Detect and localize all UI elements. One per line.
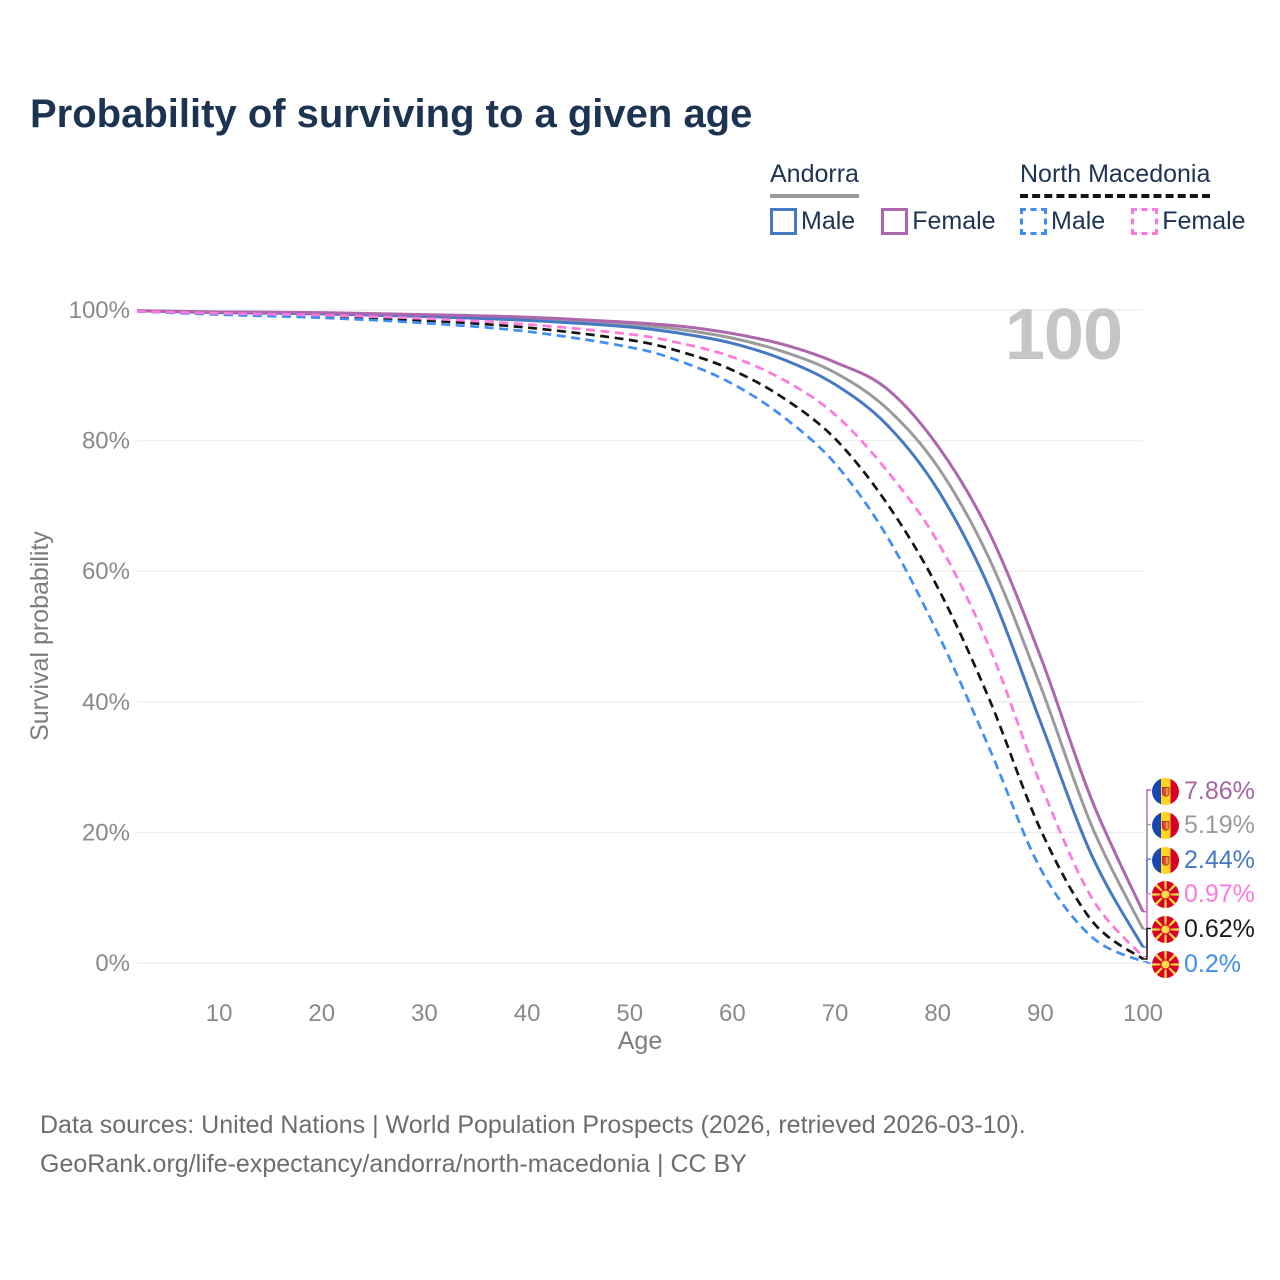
footer-url-line: GeoRank.org/life-expectancy/andorra/nort… (40, 1150, 747, 1178)
x-tick-label: 50 (616, 1000, 643, 1027)
legend-item-label: Male (801, 207, 856, 235)
y-tick-label: 100% (69, 297, 130, 324)
x-axis-title: Age (618, 1027, 662, 1055)
x-tick-label: 100 (1123, 1000, 1163, 1027)
y-tick-label: 40% (82, 689, 130, 716)
series-line-north-macedonia-both-sexes[interactable] (136, 309, 1144, 961)
legend-group-andorra: Andorra Male Female (770, 160, 996, 236)
series-line-andorra-female[interactable] (136, 309, 1145, 913)
gridlines (137, 309, 1143, 964)
series-line-andorra-male[interactable] (136, 309, 1145, 948)
legend-group-title-andorra: Andorra (770, 160, 859, 198)
legend-group-title-north-macedonia: North Macedonia (1020, 160, 1211, 198)
legend-item-andorra-female[interactable]: Female (881, 207, 996, 236)
x-tick-label: 20 (308, 1000, 335, 1027)
x-tick-label: 60 (719, 1000, 746, 1027)
x-tick-label: 70 (822, 1000, 849, 1027)
end-label-leader-lines (1143, 789, 1151, 964)
y-tick-label: 60% (82, 558, 130, 585)
leader-line (1143, 893, 1151, 958)
legend-swatch-andorra-male-icon (770, 208, 797, 235)
series-line-north-macedonia-female[interactable] (136, 309, 1145, 958)
legend-swatch-north-macedonia-female-icon (1131, 208, 1159, 235)
x-tick-label: 30 (411, 1000, 438, 1027)
series-line-north-macedonia-male[interactable] (136, 309, 1144, 963)
footer-source-line: Data sources: United Nations | World Pop… (40, 1111, 1026, 1139)
legend-item-north-macedonia-female[interactable]: Female (1131, 207, 1246, 236)
x-tick-label: 10 (206, 1000, 233, 1027)
hover-age-watermark: 100 (1004, 295, 1123, 375)
series-line-andorra-both-sexes[interactable] (136, 309, 1145, 930)
y-tick-label: 20% (82, 819, 130, 846)
legend-item-label: Female (1162, 207, 1246, 235)
x-tick-label: 80 (924, 1000, 951, 1027)
legend-item-label: Female (912, 207, 996, 235)
legend-item-north-macedonia-male[interactable]: Male (1020, 207, 1105, 236)
leader-line (1143, 961, 1151, 964)
y-tick-label: 0% (95, 950, 130, 977)
x-tick-label: 90 (1027, 1000, 1054, 1027)
chart-title: Probability of surviving to a given age (30, 92, 753, 136)
legend-group-north-macedonia: North Macedonia Male Female (1020, 160, 1246, 236)
legend-item-label: Male (1051, 207, 1106, 235)
footer: Data sources: United Nations | World Pop… (40, 1106, 1026, 1184)
leader-line (1143, 927, 1151, 960)
x-tick-label: 40 (514, 1000, 541, 1027)
legend-item-andorra-male[interactable]: Male (770, 207, 855, 236)
legend-swatch-andorra-female-icon (881, 208, 909, 235)
y-tick-label: 80% (82, 428, 130, 455)
y-axis-title: Survival probability (26, 531, 54, 741)
legend-swatch-north-macedonia-male-icon (1020, 208, 1047, 235)
